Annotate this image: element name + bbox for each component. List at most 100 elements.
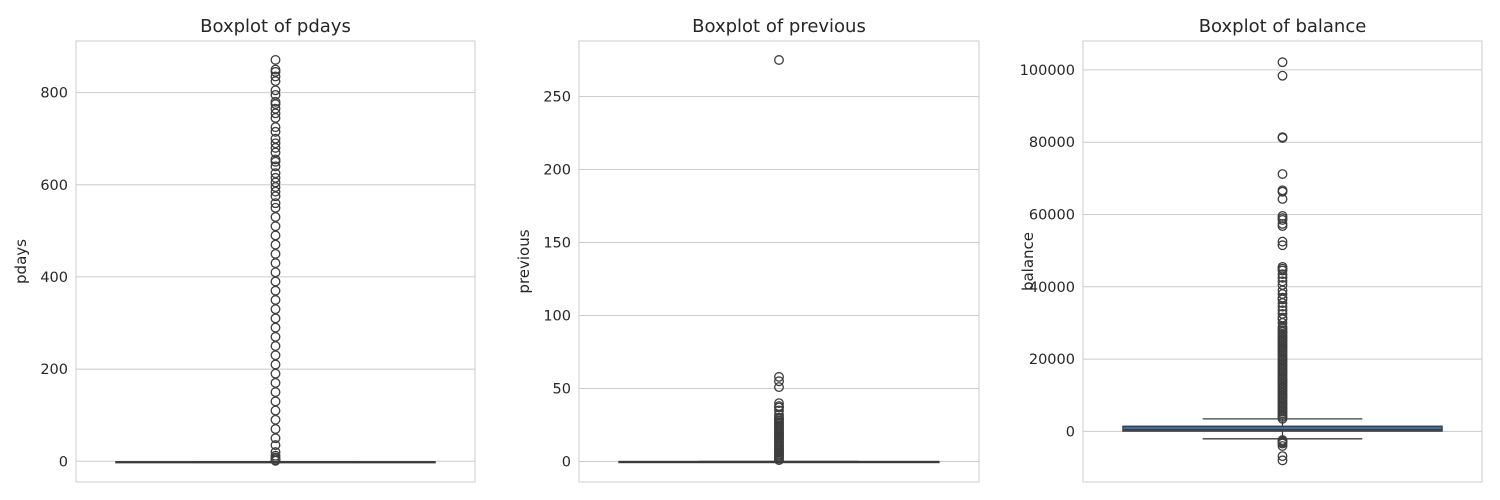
plot-frame <box>578 40 980 483</box>
outlier-point <box>1277 435 1288 446</box>
outlier-point <box>1277 312 1288 323</box>
outlier-point <box>270 368 281 379</box>
outlier-point <box>1277 236 1288 247</box>
y-tick-label: 0 <box>562 455 571 471</box>
outlier-point <box>270 322 281 333</box>
chart-title: Boxplot of balance <box>1199 16 1367 37</box>
outlier-point <box>270 71 281 82</box>
outlier-point <box>270 161 281 172</box>
outlier-point <box>270 447 281 457</box>
outlier-point <box>270 450 281 461</box>
outlier-point <box>270 54 281 65</box>
outlier-point <box>270 239 281 250</box>
y-tick-label: 100000 <box>1020 63 1075 79</box>
outlier-point <box>270 103 281 114</box>
outlier-point <box>774 376 784 387</box>
y-tick-label: 250 <box>543 89 571 105</box>
outlier-point <box>270 440 281 451</box>
outlier-point <box>270 89 281 100</box>
outlier-point <box>270 285 281 296</box>
y-tick-label: 40000 <box>1029 280 1075 296</box>
outlier-point <box>1277 451 1288 462</box>
outlier-point <box>1277 57 1288 68</box>
chart-panel-3: Boxplot of balance 0 20000 40000 60000 80000 1… <box>1019 16 1483 483</box>
outlier-point <box>1277 240 1288 251</box>
outlier-point <box>270 387 281 398</box>
outlier-point <box>1277 211 1288 221</box>
chart-panel-2: Boxplot of previous 0 50 100 150 200 250 previo… <box>515 16 980 483</box>
y-tick-label: 20000 <box>1029 352 1075 368</box>
outlier-point <box>774 412 784 423</box>
outlier-point <box>270 405 281 416</box>
outlier-point <box>774 398 784 409</box>
outlier-point <box>270 258 281 269</box>
chart-panel-1: Boxplot of pdays 0 200 400 600 800 pdays <box>12 16 476 483</box>
y-tick-label: 800 <box>40 86 68 102</box>
y-axis-label: balance <box>1019 232 1037 291</box>
outlier-point <box>774 371 784 382</box>
outlier-point <box>270 396 281 407</box>
outlier-point <box>774 382 784 393</box>
outlier-point <box>1277 308 1288 319</box>
outlier-point <box>1277 269 1288 280</box>
outlier-point <box>1277 305 1288 316</box>
outlier-point <box>270 350 281 361</box>
y-tick-label: 200 <box>543 163 571 179</box>
chart-title: Boxplot of previous <box>692 16 866 37</box>
outlier-point <box>270 168 281 179</box>
outlier-point <box>1277 132 1288 143</box>
outlier-point <box>270 313 281 324</box>
outlier-point <box>270 138 281 149</box>
y-tick-label: 50 <box>553 382 571 398</box>
outlier-point <box>270 230 281 241</box>
outlier-point <box>1277 185 1288 196</box>
outlier-point <box>1277 292 1288 303</box>
y-tick-label: 0 <box>1066 424 1075 440</box>
outlier-point <box>270 267 281 278</box>
outlier-point <box>270 172 281 183</box>
plot-frame <box>1082 40 1483 483</box>
outlier-point <box>270 212 281 222</box>
y-tick-label: 0 <box>59 454 68 470</box>
outlier-point <box>270 304 281 315</box>
outlier-point <box>270 154 281 165</box>
outlier-point <box>270 248 281 259</box>
y-axis-label: pdays <box>12 239 30 284</box>
outlier-point <box>270 126 281 137</box>
outlier-point <box>1277 455 1288 466</box>
y-tick-label: 400 <box>40 270 68 286</box>
outlier-point <box>270 64 281 75</box>
outlier-point <box>774 405 784 416</box>
outlier-point <box>270 414 281 425</box>
outlier-point <box>270 331 281 342</box>
outlier-point <box>270 276 281 287</box>
y-tick-label: 200 <box>40 362 68 378</box>
y-tick-label: 80000 <box>1029 135 1075 151</box>
outlier-point <box>774 401 784 412</box>
outlier-point <box>1277 276 1288 287</box>
plot-frame <box>75 40 476 483</box>
y-tick-label: 600 <box>40 178 68 194</box>
outlier-point <box>270 221 281 232</box>
outlier-point <box>270 377 281 388</box>
y-tick-label: 60000 <box>1029 208 1075 224</box>
chart-title: Boxplot of pdays <box>200 16 351 37</box>
outlier-point <box>270 202 281 213</box>
outlier-point <box>270 359 281 370</box>
outlier-point <box>270 341 281 352</box>
box <box>1122 425 1443 432</box>
outlier-point <box>1277 261 1288 272</box>
outlier-point <box>1277 70 1288 81</box>
outlier-point <box>270 198 281 209</box>
outlier-point <box>1277 280 1288 290</box>
outlier-point <box>270 424 281 434</box>
outlier-point <box>774 55 784 65</box>
outlier-point <box>1277 441 1288 452</box>
y-tick-label: 100 <box>543 309 571 325</box>
y-axis-label: previous <box>515 229 533 293</box>
outlier-point <box>270 295 281 305</box>
outlier-point <box>1277 169 1288 179</box>
outlier-point <box>270 133 281 144</box>
outlier-point <box>270 96 281 107</box>
